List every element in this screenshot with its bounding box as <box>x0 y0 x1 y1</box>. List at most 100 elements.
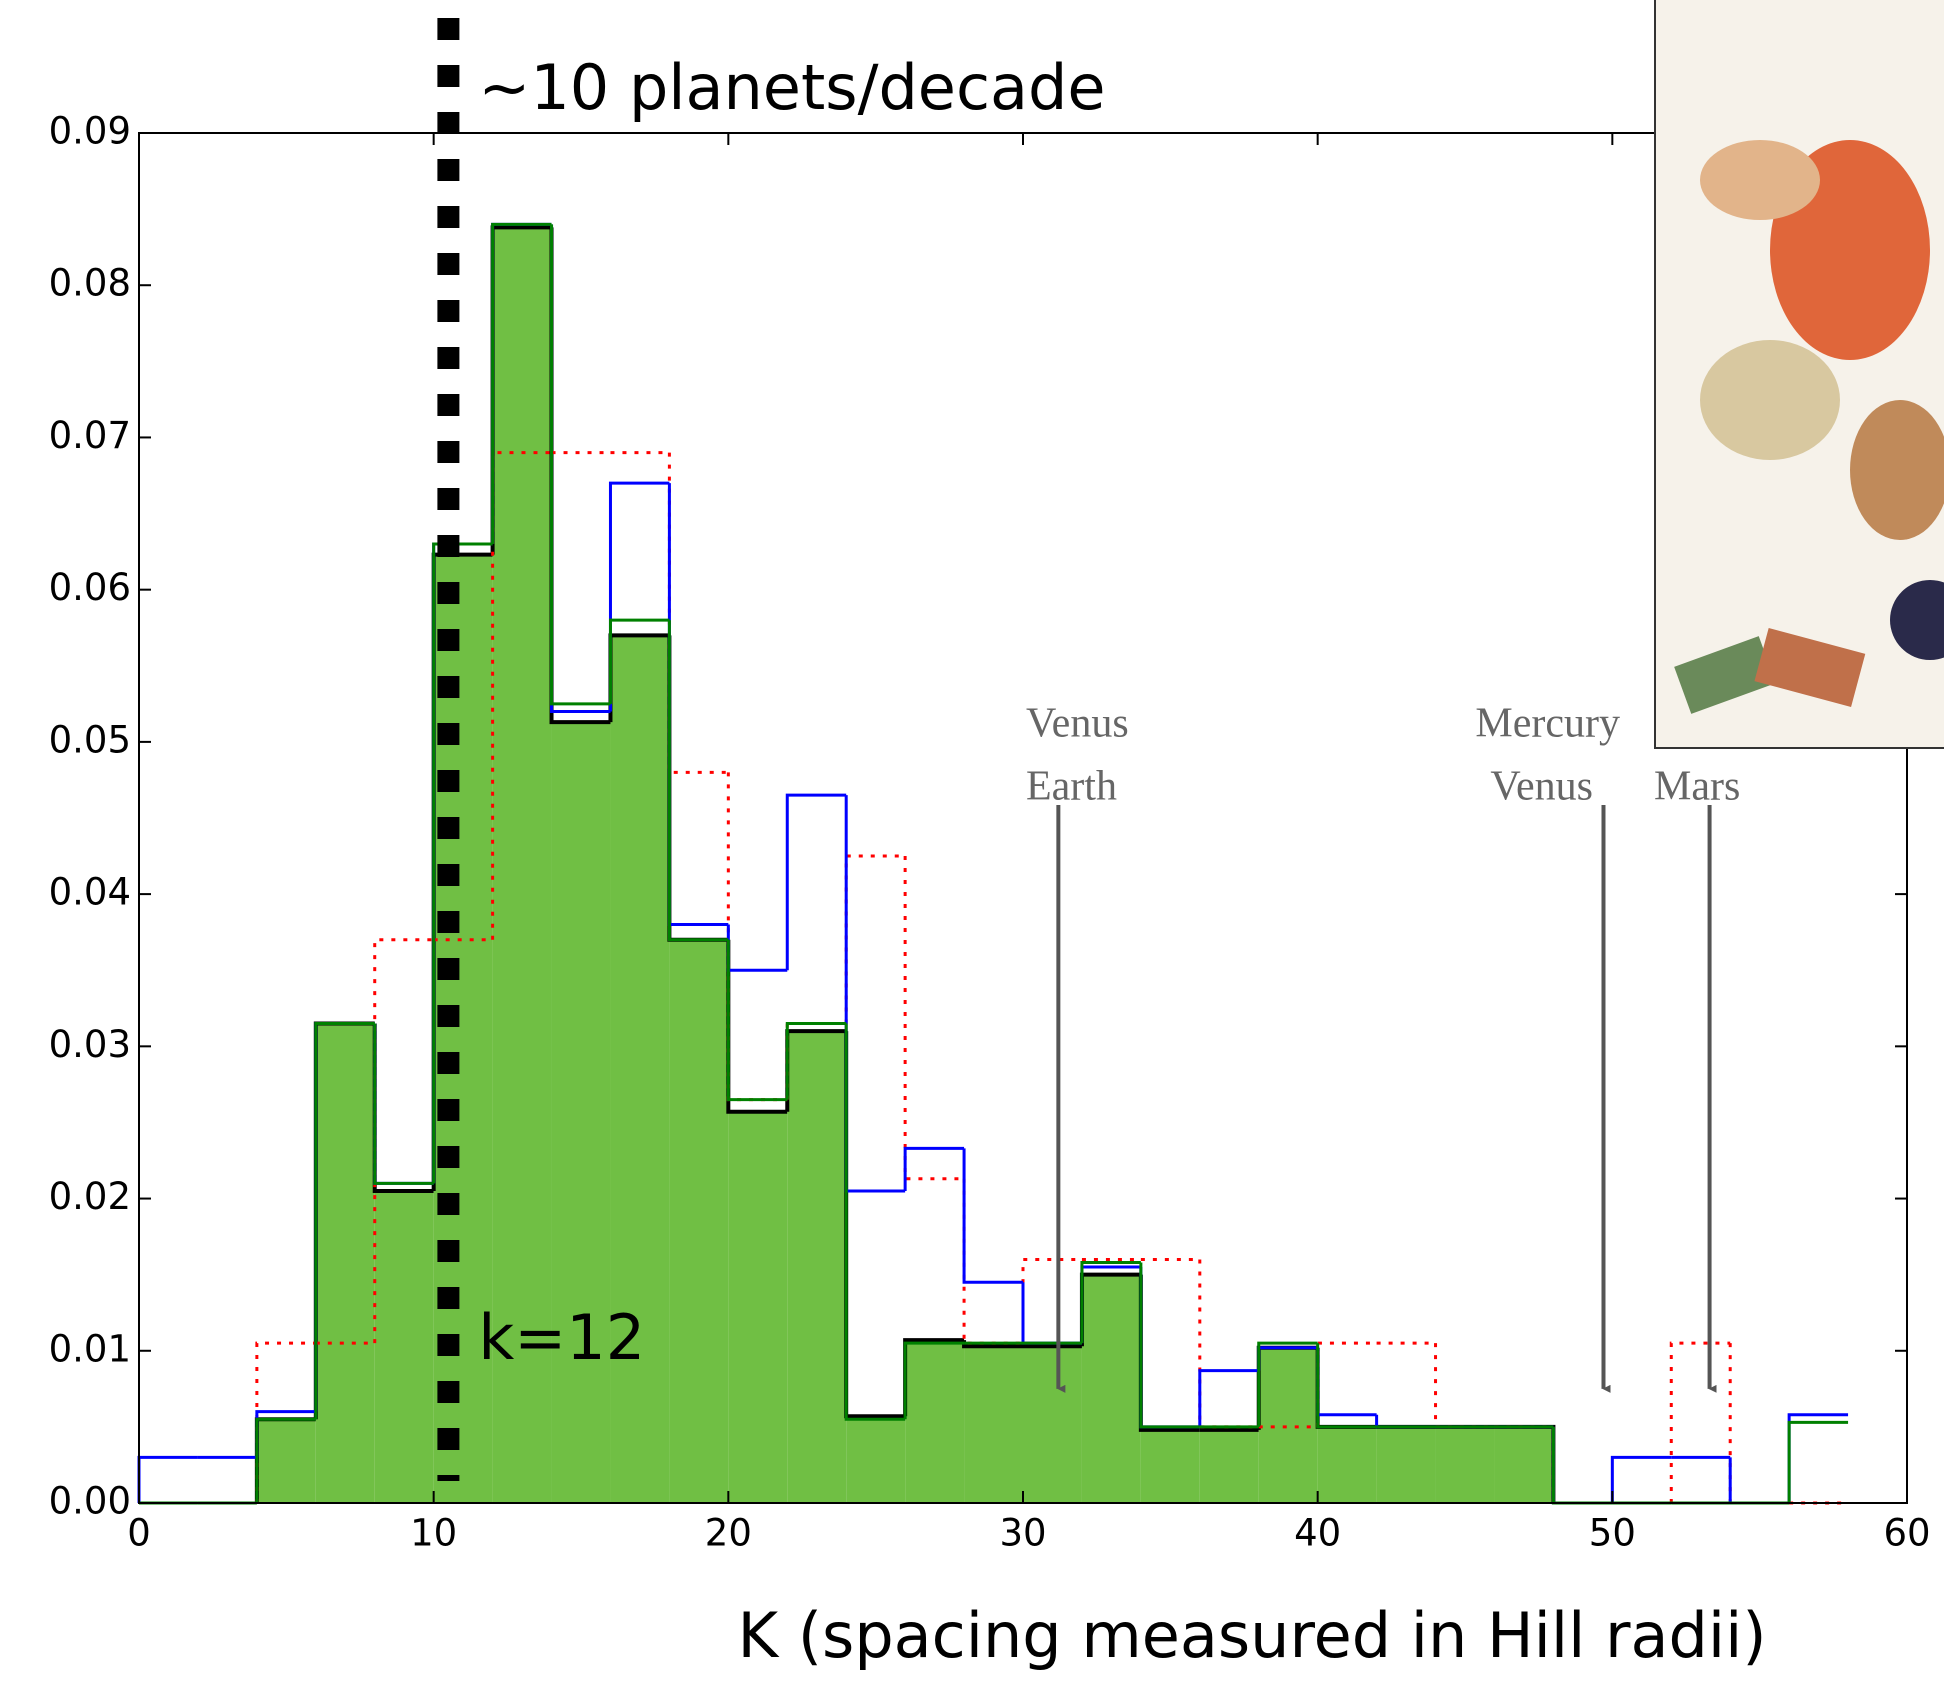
x-tick-label: 20 <box>705 1512 752 1555</box>
plot-area <box>137 222 1849 1505</box>
filled-bin <box>728 1111 788 1503</box>
filled-bin <box>1317 1426 1377 1503</box>
picture-shape <box>1674 636 1776 714</box>
step-bin <box>1316 1343 1377 1429</box>
y-tick-label: 0.01 <box>49 1327 131 1370</box>
filled-bin <box>256 1419 316 1503</box>
step-bin <box>962 1148 1023 1284</box>
step-bin <box>1139 1267 1200 1429</box>
filled-bin-outline <box>549 227 611 725</box>
step-bin <box>255 1341 316 1503</box>
step-bin <box>373 1023 434 1185</box>
x-axis-label: K (spacing measured in Hill radii) <box>737 1599 1766 1672</box>
filled-bin <box>492 227 552 1503</box>
inset-picture <box>1654 0 1944 749</box>
step-bin <box>844 854 906 1024</box>
x-tick-label: 30 <box>999 1512 1046 1555</box>
planet-label: Venus <box>1026 701 1129 747</box>
step-bin <box>903 856 965 1181</box>
step-bin <box>1669 1341 1731 1503</box>
step-bin <box>1610 1455 1672 1503</box>
step-bin <box>726 924 788 972</box>
step-bin <box>1787 1413 1849 1503</box>
filled-bin <box>551 722 611 1503</box>
y-tick-label: 0.06 <box>49 566 131 609</box>
x-tick-label: 0 <box>127 1512 151 1555</box>
filled-bin <box>315 1023 375 1503</box>
planet-label: Earth <box>1026 764 1117 810</box>
planet-label: Mercury <box>1475 701 1620 747</box>
step-bin <box>785 793 847 971</box>
step-bin <box>1551 1426 1613 1505</box>
step-bin <box>667 620 729 942</box>
step-bin <box>550 224 611 706</box>
filled-bin-outline <box>372 1023 434 1193</box>
step-bin <box>1316 1347 1377 1417</box>
step-bin <box>726 939 788 1102</box>
step-bin <box>903 1341 965 1420</box>
filled-bin <box>787 1031 847 1503</box>
picture-shape <box>1700 340 1840 460</box>
step-bin <box>1021 1257 1082 1344</box>
y-tick-label: 0.04 <box>49 871 131 914</box>
step-bin <box>373 938 434 1344</box>
x-tick-label: 40 <box>1294 1512 1341 1555</box>
filled-bin <box>905 1340 965 1503</box>
step-bin <box>1198 1369 1259 1427</box>
y-tick-label: 0.08 <box>49 262 131 305</box>
step-bin <box>550 224 611 713</box>
step-bin <box>1551 1426 1613 1505</box>
step-bin <box>1728 1457 1790 1505</box>
step-bin <box>726 772 788 1102</box>
step-bin <box>903 1146 965 1191</box>
step-bin <box>1257 1341 1318 1427</box>
step-bin <box>667 483 729 927</box>
step-bin <box>667 452 729 774</box>
filled-bin <box>374 1190 434 1503</box>
filled-bin <box>1435 1426 1495 1503</box>
step-bin <box>1021 1282 1082 1345</box>
planet-label: Venus <box>1490 764 1593 810</box>
annotation: ~10 planets/decade <box>478 51 1105 124</box>
y-tick-label: 0.05 <box>49 718 131 761</box>
filled-bin-outline <box>667 635 729 942</box>
y-tick-label: 0.03 <box>49 1023 131 1066</box>
step-bin <box>1198 1259 1259 1429</box>
filled-bin <box>964 1346 1023 1503</box>
step-bin <box>137 1455 198 1503</box>
step-bin <box>1434 1343 1495 1429</box>
y-tick-label: 0.02 <box>49 1175 131 1218</box>
picture-shape <box>1850 400 1944 540</box>
step-bin <box>962 1178 1023 1345</box>
filled-bin <box>846 1416 906 1503</box>
filled-bin <box>1081 1274 1141 1503</box>
filled-bin-outline <box>844 1031 906 1419</box>
annotation: k=12 <box>478 1301 645 1374</box>
step-bin <box>608 618 670 704</box>
step-bin <box>255 1417 316 1503</box>
y-tick-label: 0.09 <box>49 110 131 153</box>
x-tick-label: 50 <box>1589 1512 1636 1555</box>
picture-shape <box>1754 627 1866 707</box>
step-bin <box>844 1023 906 1421</box>
step-bin <box>1787 1420 1849 1503</box>
filled-bin <box>610 635 670 1503</box>
step-bin <box>1728 1343 1790 1505</box>
planet-label: Mars <box>1654 764 1740 810</box>
x-tick-label: 10 <box>410 1512 457 1555</box>
step-bin <box>491 222 552 544</box>
filled-bin <box>1258 1347 1318 1503</box>
step-bin <box>373 1023 434 1185</box>
step-bin <box>1080 1260 1141 1344</box>
filled-bin-outline <box>1138 1274 1200 1432</box>
filled-bin <box>669 939 729 1503</box>
filled-bin <box>1376 1426 1436 1503</box>
y-tick-label: 0.07 <box>49 414 131 457</box>
step-bin <box>1551 1426 1613 1505</box>
picture-shape <box>1700 140 1820 220</box>
step-bin <box>432 542 493 1184</box>
step-bin <box>785 1022 847 1100</box>
y-tick-label: 0.00 <box>49 1480 131 1523</box>
